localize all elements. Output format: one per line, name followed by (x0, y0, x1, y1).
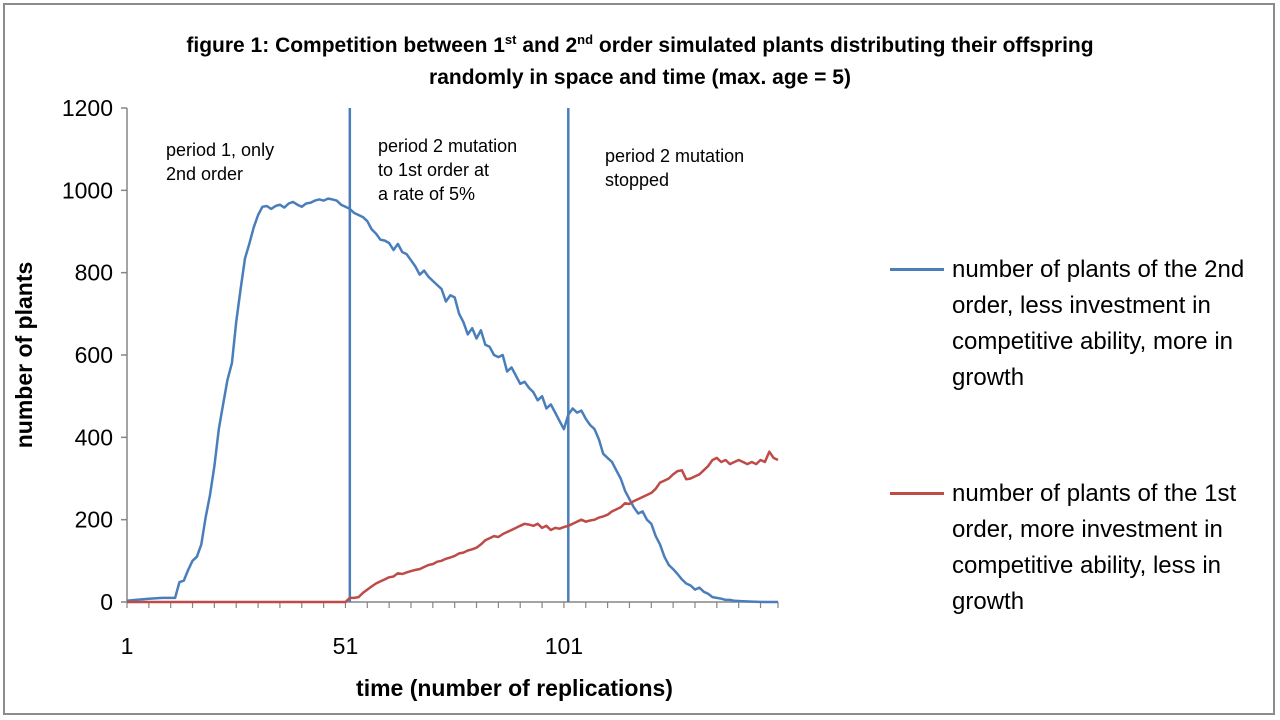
annotation-period-2: period 2 mutation to 1st order at a rate… (378, 136, 518, 204)
y-tick-label: 0 (100, 589, 113, 615)
title-part-prefix: figure 1: Competition between 1 (186, 34, 505, 57)
x-tick-label: 101 (545, 633, 583, 659)
chart-title-line1: figure 1: Competition between 1st and 2n… (100, 30, 1180, 62)
chart-title: figure 1: Competition between 1st and 2n… (100, 30, 1180, 94)
y-tick-label: 800 (75, 260, 113, 286)
legend-item-1st-order: number of plants of the 1st order, more … (890, 476, 1272, 620)
figure-frame (3, 3, 1275, 715)
x-axis-label: time (number of replications) (356, 675, 673, 701)
y-tick-label: 1200 (62, 95, 113, 121)
y-tick-label: 200 (75, 507, 113, 533)
y-tick-label: 1000 (62, 177, 113, 203)
title-part-suffix: order simulated plants distributing thei… (593, 34, 1094, 57)
series-line-1st-order (127, 450, 779, 604)
legend-label-2nd-order: number of plants of the 2nd order, less … (952, 256, 1245, 391)
title-sup-nd: nd (577, 32, 594, 47)
title-sup-st: st (504, 32, 517, 47)
legend-swatch-1st-order (890, 492, 944, 495)
title-part-mid: and 2 (516, 34, 578, 57)
annotation-period-1: period 1, only 2nd order (166, 140, 275, 184)
y-tick-label: 600 (75, 342, 113, 368)
y-tick-label: 400 (75, 424, 113, 450)
chart-title-line2: randomly in space and time (max. age = 5… (429, 66, 851, 89)
x-tick-label: 51 (333, 633, 359, 659)
legend-item-2nd-order: number of plants of the 2nd order, less … (890, 252, 1272, 396)
series-line-2nd-order (126, 197, 778, 604)
legend-label-1st-order: number of plants of the 1st order, more … (952, 480, 1237, 615)
legend-swatch-2nd-order (890, 268, 944, 271)
x-tick-label: 1 (121, 633, 134, 659)
annotation-period-3: period 2 mutation stopped (605, 146, 745, 190)
y-axis-label: number of plants (11, 262, 37, 449)
